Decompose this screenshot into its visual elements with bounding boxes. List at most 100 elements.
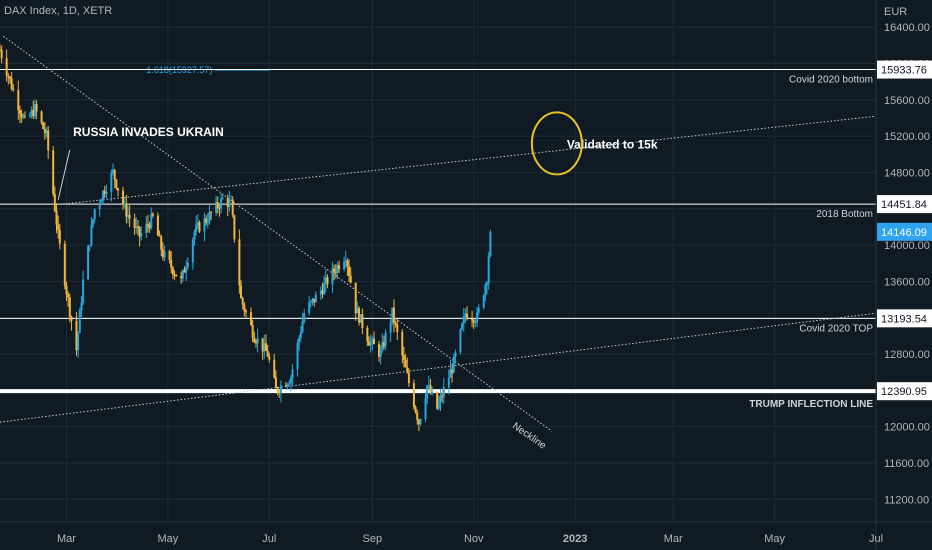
candle-body bbox=[381, 342, 384, 351]
candle-body bbox=[348, 266, 351, 276]
candle-body bbox=[185, 267, 188, 273]
price-axis[interactable] bbox=[876, 0, 932, 550]
candle-body bbox=[431, 391, 434, 394]
candle-body bbox=[454, 352, 457, 357]
candle-body bbox=[253, 337, 256, 343]
level-caption: TRUMP INFLECTION LINE bbox=[749, 399, 873, 410]
candle-body bbox=[12, 89, 15, 91]
candle-body bbox=[216, 201, 219, 208]
candle-body bbox=[284, 385, 287, 387]
candle-body bbox=[321, 290, 324, 295]
candle-body bbox=[489, 231, 492, 257]
candle-body bbox=[245, 311, 248, 313]
x-tick-label: Mar bbox=[664, 533, 683, 545]
candle-body bbox=[323, 283, 326, 295]
candle-body bbox=[369, 341, 372, 346]
candle-body bbox=[102, 190, 105, 201]
candle-body bbox=[115, 179, 118, 189]
candle-body bbox=[336, 265, 339, 273]
candle-body bbox=[384, 332, 387, 347]
candle-body bbox=[291, 369, 294, 378]
level-badge-label: 12390.95 bbox=[881, 386, 927, 398]
candle-body bbox=[123, 203, 126, 205]
trendline-neckline bbox=[3, 35, 553, 432]
candle-body bbox=[274, 377, 277, 389]
candle-body bbox=[191, 239, 194, 263]
level-badge bbox=[877, 309, 932, 328]
candle-body bbox=[55, 210, 58, 225]
candle-body bbox=[0, 50, 3, 59]
candle-body bbox=[402, 355, 405, 360]
candle-body bbox=[264, 343, 267, 351]
y-tick-label: 14000.00 bbox=[884, 240, 930, 252]
candle-body bbox=[42, 122, 45, 130]
candle-body bbox=[205, 218, 208, 223]
candle-body bbox=[477, 307, 480, 313]
candle-body bbox=[183, 270, 186, 273]
level-badge bbox=[877, 60, 932, 79]
candle-body bbox=[377, 344, 380, 357]
level-badge-label: 13193.54 bbox=[881, 313, 927, 325]
level-badge-label: 14451.84 bbox=[881, 199, 927, 211]
candle-body bbox=[160, 236, 163, 250]
level-caption: Covid 2020 bottom bbox=[789, 75, 873, 86]
candle-body bbox=[256, 338, 259, 344]
candle-body bbox=[117, 188, 120, 191]
candle-body bbox=[93, 208, 96, 220]
candle-body bbox=[68, 297, 71, 317]
candle-body bbox=[309, 301, 312, 303]
candle-body bbox=[210, 212, 213, 214]
candle-body bbox=[487, 256, 490, 284]
neckline-label: Neckline bbox=[510, 421, 548, 452]
candle-body bbox=[168, 251, 171, 260]
candle-body bbox=[40, 111, 43, 123]
candle-body bbox=[146, 223, 149, 226]
candle-body bbox=[43, 129, 46, 134]
candle-body bbox=[133, 218, 136, 229]
candle-body bbox=[358, 307, 361, 323]
candle-body bbox=[407, 372, 410, 384]
candle-body bbox=[249, 312, 252, 325]
candle-body bbox=[77, 332, 80, 351]
candle-body bbox=[145, 223, 148, 234]
candle-body bbox=[136, 226, 139, 228]
candle-body bbox=[128, 214, 131, 219]
candle-body bbox=[180, 276, 183, 279]
candle-body bbox=[181, 270, 184, 279]
candle-body bbox=[324, 277, 327, 284]
candle-body bbox=[276, 388, 279, 393]
candle-body bbox=[148, 225, 151, 229]
candle-body bbox=[426, 385, 429, 399]
candle-body bbox=[319, 290, 322, 295]
level-badge bbox=[877, 382, 932, 401]
candle-body bbox=[396, 324, 399, 333]
candle-body bbox=[439, 395, 442, 403]
candle-body bbox=[298, 337, 301, 343]
candle-body bbox=[20, 113, 23, 118]
candle-body bbox=[163, 251, 166, 258]
candle-body bbox=[449, 369, 452, 379]
x-tick-label: Mar bbox=[57, 533, 76, 545]
candle-body bbox=[122, 190, 125, 205]
candle-body bbox=[368, 341, 371, 346]
candle-body bbox=[30, 110, 33, 116]
y-tick-label: 12800.00 bbox=[884, 349, 930, 361]
x-tick-label: Nov bbox=[464, 533, 484, 545]
candle-body bbox=[161, 249, 164, 258]
level-caption: 2018 Bottom bbox=[816, 209, 873, 220]
candle-body bbox=[240, 285, 243, 299]
candle-body bbox=[175, 274, 178, 277]
candle-body bbox=[301, 321, 304, 333]
candle-body bbox=[228, 200, 231, 208]
candle-body bbox=[424, 398, 427, 419]
candle-body bbox=[344, 260, 347, 262]
candle-body bbox=[35, 104, 38, 112]
candle-body bbox=[263, 343, 266, 352]
candle-body bbox=[371, 338, 374, 342]
y-tick-label: 13600.00 bbox=[884, 276, 930, 288]
candle-body bbox=[361, 314, 364, 329]
candle-body bbox=[356, 307, 359, 314]
candle-body bbox=[261, 338, 264, 352]
candle-body bbox=[218, 207, 221, 209]
